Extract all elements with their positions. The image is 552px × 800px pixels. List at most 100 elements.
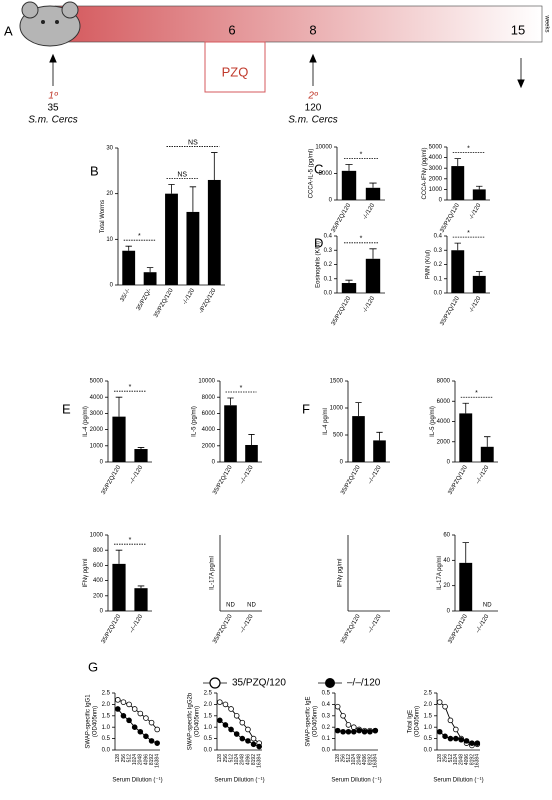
- data-point: [334, 727, 341, 734]
- x-tick-label: 512: [448, 754, 454, 763]
- y-tick-label: 0.5: [102, 736, 111, 742]
- y-tick-label: 0: [212, 460, 216, 466]
- y-tick-label: 0.0: [434, 291, 443, 297]
- y-tick-label: 0: [100, 609, 104, 615]
- y-axis-label: CCCA-IFNγ (pg/ml): [422, 147, 428, 199]
- bar: [480, 446, 494, 462]
- y-tick-label: 1000: [90, 533, 104, 539]
- significance-label: NS: [177, 171, 187, 178]
- y-tick-label: 2000: [202, 443, 216, 449]
- error-bar: [125, 245, 132, 251]
- bar: [459, 413, 473, 462]
- x-tick-label: 1024: [453, 754, 459, 765]
- y-tick-label: 20: [106, 191, 113, 197]
- y-tick-label: 1.5: [102, 713, 111, 719]
- error-bar: [462, 542, 469, 563]
- bar: [112, 563, 126, 611]
- data-point: [250, 735, 257, 742]
- y-tick-label: 0: [110, 283, 114, 289]
- x-tick-label: 2048: [357, 754, 363, 765]
- error-bar: [115, 549, 123, 564]
- y-axis-label: PMN (K/ul): [425, 250, 431, 279]
- y-tick-label: 0.4: [324, 234, 333, 240]
- data-point: [115, 706, 121, 712]
- infection-label: 1º: [48, 91, 59, 102]
- x-tick-label: 1024: [132, 754, 138, 765]
- y-axis-label: Total IgE: [407, 710, 413, 733]
- y-tick-label: 0.0: [204, 748, 213, 754]
- error-bar: [137, 447, 145, 450]
- y-tick-label: 6000: [202, 411, 216, 417]
- significance-label: *: [129, 537, 132, 544]
- mouse-icon: [19, 1, 81, 47]
- bar: [459, 562, 473, 611]
- bar: [365, 187, 381, 200]
- bar: [365, 258, 381, 293]
- significance-label: *: [129, 384, 132, 391]
- y-tick-label: 500: [333, 433, 344, 439]
- data-point: [228, 706, 234, 712]
- bar: [186, 211, 200, 285]
- data-point: [222, 722, 229, 728]
- panel-label: F: [302, 401, 310, 416]
- x-tick-label: 8192: [251, 754, 257, 765]
- y-tick-label: 0.1: [434, 276, 443, 282]
- x-tick-label: 35/PZQ/-: [136, 288, 153, 312]
- bar: [472, 275, 486, 293]
- significance-label: *: [467, 146, 470, 153]
- legend-label: 35/PZQ/120: [232, 678, 286, 689]
- y-tick-label: 2.0: [204, 702, 213, 708]
- x-tick-label: 35/PZQ/120: [439, 295, 461, 327]
- data-point: [239, 719, 246, 726]
- panel-label: G: [88, 659, 98, 674]
- x-tick-label: -/PZQ/120: [198, 287, 217, 315]
- error-bar: [369, 182, 377, 188]
- y-tick-label: 0.3: [434, 248, 443, 254]
- y-tick-label: 1.0: [204, 725, 213, 731]
- x-tick-label: 35/PZQ/120: [331, 295, 353, 327]
- data-point: [356, 727, 362, 734]
- x-tick-label: 16384: [155, 754, 161, 768]
- data-point: [233, 731, 240, 737]
- data-point: [126, 701, 132, 708]
- y-axis-label: IFNγ pg/ml: [83, 558, 89, 587]
- x-tick-label: 512: [126, 754, 132, 763]
- data-point: [131, 724, 138, 730]
- y-tick-label: 0: [100, 460, 104, 466]
- infection-label: 2º: [307, 91, 319, 102]
- y-tick-label: 0.2: [322, 725, 331, 731]
- y-tick-label: 600: [93, 563, 104, 569]
- x-tick-label: -/-/120: [468, 202, 482, 221]
- data-point: [256, 743, 262, 750]
- y-tick-label: 20: [443, 583, 450, 589]
- data-point: [361, 728, 368, 735]
- bar: [122, 250, 136, 285]
- y-axis-label: IFNγ pg/ml: [338, 558, 344, 587]
- y-tick-label: 0.5: [204, 736, 213, 742]
- data-point: [217, 699, 223, 705]
- y-tick-label: 3000: [90, 411, 104, 417]
- bar: [352, 416, 365, 462]
- treatment-label: PZQ: [222, 64, 249, 79]
- x-tick-label: –/–/120: [239, 613, 255, 634]
- y-tick-label: 1000: [90, 443, 104, 449]
- error-bar: [115, 396, 123, 417]
- data-point: [137, 710, 144, 717]
- data-point: [143, 715, 149, 721]
- legend-label: –/–/120: [347, 678, 381, 689]
- data-point: [351, 728, 357, 735]
- x-tick-label: 35/PZQ/120: [331, 202, 353, 234]
- y-tick-label: 0: [329, 198, 333, 204]
- y-tick-label: 2.5: [424, 691, 433, 697]
- y-tick-label: 0.3: [322, 713, 331, 719]
- error-bar: [476, 271, 483, 276]
- bar: [134, 449, 148, 462]
- bar: [472, 189, 486, 200]
- value-label: ND: [483, 603, 492, 609]
- y-tick-label: 40: [443, 558, 450, 564]
- y-tick-label: 5000: [90, 379, 104, 385]
- y-tick-label: 0: [340, 460, 344, 466]
- cercs-label: S.m. Cercs: [28, 115, 77, 126]
- y-tick-label: 2000: [437, 439, 451, 445]
